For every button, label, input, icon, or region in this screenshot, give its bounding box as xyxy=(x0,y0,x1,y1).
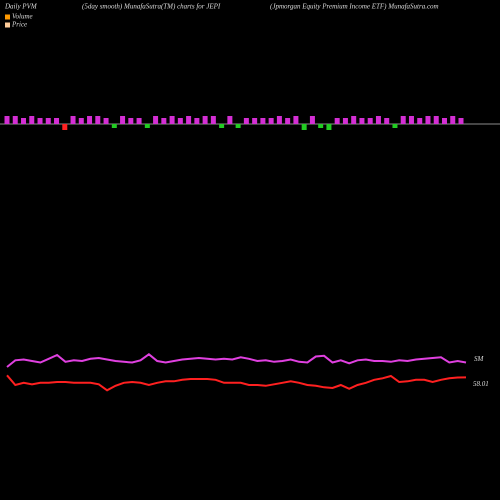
volume-bar xyxy=(136,118,142,124)
volume-bar xyxy=(351,116,357,124)
volume-bar xyxy=(392,124,398,128)
volume-bar xyxy=(408,116,414,124)
volume-bar xyxy=(4,116,10,124)
volume-bar xyxy=(153,116,159,124)
volume-bar xyxy=(62,124,68,130)
volume-bar xyxy=(301,124,307,130)
legend-swatch xyxy=(5,22,10,28)
volume-bar xyxy=(309,116,315,124)
volume-bar xyxy=(450,116,456,124)
volume-bar xyxy=(128,118,134,124)
legend-swatch xyxy=(5,14,10,20)
volume-bar xyxy=(144,124,150,128)
chart-label: Daily PVM xyxy=(4,3,38,11)
volume-bar xyxy=(45,118,51,124)
volume-bar xyxy=(37,118,43,124)
chart-subtitle: (Jpmorgan Equity Premium Income ETF) Mun… xyxy=(270,3,439,11)
volume-bar xyxy=(384,118,390,124)
volume-bar xyxy=(417,118,423,124)
volume-bar xyxy=(334,118,340,124)
volume-bar xyxy=(29,116,35,124)
volume-bar xyxy=(186,116,192,124)
chart-title: (5day smooth) MunafaSutra(TM) charts for… xyxy=(82,3,221,11)
volume-bar xyxy=(375,116,381,124)
volume-bar xyxy=(367,118,373,124)
volume-bar xyxy=(70,116,76,124)
volume-bar xyxy=(458,118,464,124)
volume-bar xyxy=(21,118,27,124)
volume-bar xyxy=(194,118,200,124)
volume-bar xyxy=(268,118,274,124)
volume-bar xyxy=(252,118,258,124)
volume-bar xyxy=(202,116,208,124)
volume-bar xyxy=(318,124,324,128)
volume-bar xyxy=(161,118,167,124)
volume-bar xyxy=(177,118,183,124)
volume-bar xyxy=(227,116,233,124)
volume-bar xyxy=(433,116,439,124)
legend-label: Price xyxy=(11,21,27,29)
line-series xyxy=(6,353,467,368)
volume-bar xyxy=(54,118,60,124)
volume-bar xyxy=(276,116,282,124)
volume-bar xyxy=(111,124,117,128)
volume-bar xyxy=(243,118,249,124)
volume-bar xyxy=(103,118,109,124)
volume-bar xyxy=(95,116,101,124)
volume-bar xyxy=(87,116,93,124)
volume-bar xyxy=(342,118,348,124)
line-series xyxy=(6,374,467,392)
volume-bar xyxy=(260,118,266,124)
volume-bar xyxy=(210,116,216,124)
volume-bar xyxy=(425,116,431,124)
legend-label: Volume xyxy=(12,13,33,21)
series-label: SM xyxy=(474,355,485,363)
volume-bar xyxy=(120,116,126,124)
volume-bar xyxy=(235,124,241,128)
volume-bar xyxy=(78,118,84,124)
volume-bar xyxy=(219,124,225,128)
volume-bar xyxy=(169,116,175,124)
volume-bar xyxy=(359,118,365,124)
volume-bar xyxy=(326,124,332,130)
volume-bar xyxy=(441,118,447,124)
volume-bar xyxy=(293,116,299,124)
volume-bar xyxy=(12,116,18,124)
last-value-label: 58.01 xyxy=(473,380,489,388)
volume-bar xyxy=(285,118,291,124)
volume-bar xyxy=(400,116,406,124)
